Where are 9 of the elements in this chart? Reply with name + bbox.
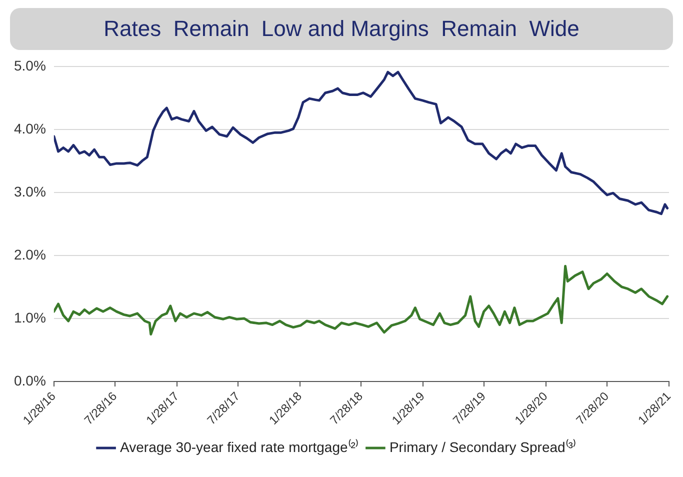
y-tick-label: 3.0% [14, 183, 46, 200]
y-tick-label: 4.0% [14, 120, 46, 136]
y-tick-label: 1.0% [14, 309, 46, 326]
y-tick-label: 5.0% [14, 57, 46, 74]
y-tick-label: 2.0% [14, 246, 46, 262]
chart-title: Rates Remain Low and Margins Remain Wide [10, 8, 673, 50]
legend-label: Average 30-year fixed rate mortgage⁽²⁾ [120, 438, 358, 455]
legend-label: Primary / Secondary Spread⁽³⁾ [389, 438, 576, 455]
y-tick-label: 0.0% [14, 372, 46, 388]
